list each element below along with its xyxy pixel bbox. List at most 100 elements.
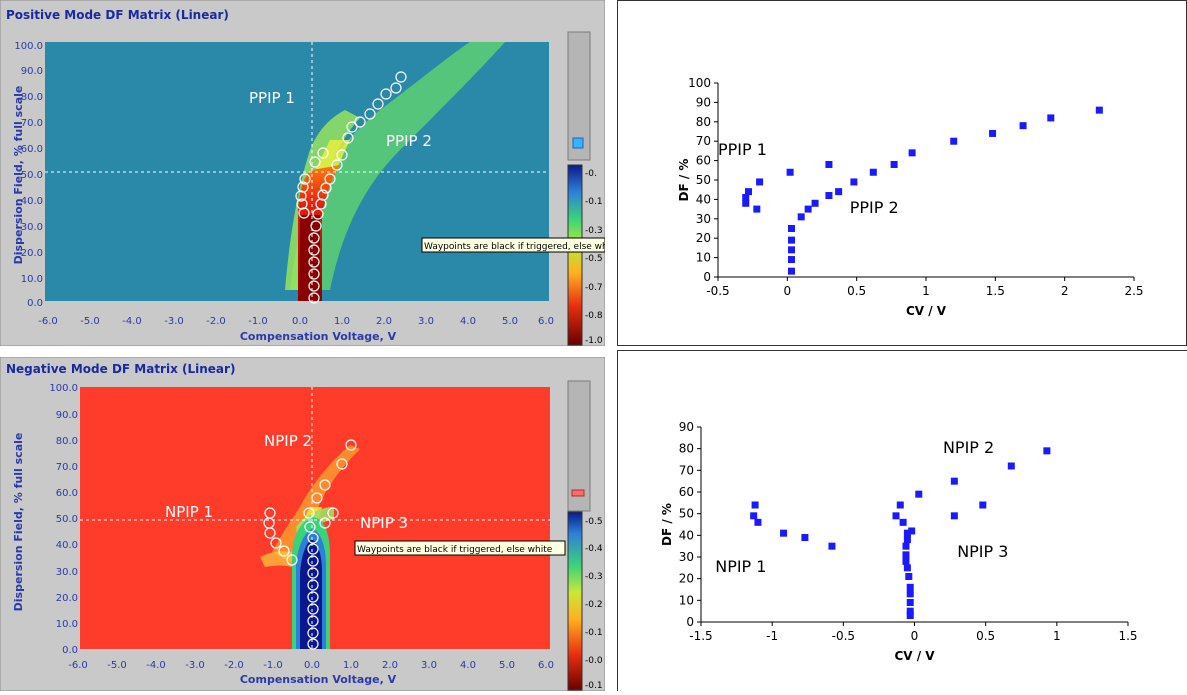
negative-tooltip: Waypoints are black if triggered, else w…	[354, 540, 566, 556]
svg-text:50.0: 50.0	[56, 514, 78, 525]
svg-text:-0.: -0.	[585, 169, 597, 179]
svg-text:40.0: 40.0	[56, 540, 78, 551]
scatter-point	[756, 178, 764, 186]
svg-text:-4.0: -4.0	[122, 316, 142, 327]
positive-mode-svg: Positive Mode DF Matrix (Linear) PPIP 1 …	[0, 0, 620, 347]
x-tick-label: -0.5	[832, 629, 855, 643]
svg-text:-0.5: -0.5	[585, 254, 603, 264]
negative-x-label: Compensation Voltage, V	[240, 673, 397, 686]
svg-text:-0.1: -0.1	[585, 628, 603, 638]
svg-text:0.0: 0.0	[292, 316, 308, 327]
scatter-point	[902, 542, 910, 550]
y-tick-label: 50	[679, 507, 694, 521]
x-tick-label: 2	[1061, 284, 1069, 298]
svg-text:-0.7: -0.7	[585, 283, 603, 293]
scatter-point	[825, 160, 833, 168]
y-axis-label: DF / %	[677, 159, 691, 202]
y-tick-label: 20	[679, 572, 694, 586]
positive-y-label: Dispersion Field, % full scale	[12, 86, 25, 265]
x-tick-label: 1	[922, 284, 930, 298]
negative-y-ticks: 100.0 90.0 80.0 70.0 60.0 50.0 40.0 30.0…	[49, 383, 78, 656]
y-tick-label: 90	[679, 420, 694, 434]
positive-slider[interactable]	[567, 31, 591, 161]
scatter-point	[896, 501, 904, 509]
x-tick-label: 0	[911, 629, 919, 643]
svg-text:-0.0: -0.0	[585, 656, 603, 666]
x-tick-label: -1	[766, 629, 778, 643]
svg-text:6.0: 6.0	[538, 316, 554, 327]
y-tick-label: 0	[686, 615, 694, 629]
y-tick-label: 60	[679, 485, 694, 499]
scatter-point	[903, 536, 911, 544]
svg-text:10.0: 10.0	[21, 274, 43, 285]
svg-text:80.0: 80.0	[21, 92, 43, 103]
negative-slider[interactable]	[567, 380, 591, 512]
scatter-point	[903, 529, 911, 537]
ppip1-label: PPIP 1	[249, 89, 295, 107]
scatter-point	[915, 490, 923, 498]
x-tick-label: 2.5	[1124, 284, 1143, 298]
annotation-label: PPIP 1	[718, 140, 767, 159]
svg-text:40.0: 40.0	[21, 196, 43, 207]
svg-text:-2.0: -2.0	[206, 316, 226, 327]
svg-text:-0.4: -0.4	[585, 544, 603, 554]
scatter-point	[906, 607, 914, 615]
scatter-point	[828, 542, 836, 550]
y-tick-label: 10	[696, 251, 711, 265]
svg-text:Waypoints are black if trigger: Waypoints are black if triggered, else w…	[357, 545, 553, 555]
positive-colorbar: -0. -0.1 -0.3 -0.5 -0.7 -0.8 -1.0	[567, 164, 603, 346]
svg-text:-1.0: -1.0	[248, 316, 268, 327]
svg-text:-3.0: -3.0	[164, 316, 184, 327]
negative-mode-panel: Negative Mode DF Matrix (Linear) NPIP 2 …	[0, 356, 606, 692]
y-tick-label: 70	[679, 463, 694, 477]
svg-text:-0.3: -0.3	[585, 226, 603, 236]
scatter-point	[742, 199, 750, 207]
npip1-label: NPIP 1	[165, 503, 213, 521]
scatter-point	[890, 160, 898, 168]
scatter-point	[950, 512, 958, 520]
svg-text:-0.1: -0.1	[585, 197, 603, 207]
scatter-point	[801, 534, 809, 541]
svg-text:50.0: 50.0	[21, 170, 43, 181]
svg-text:70.0: 70.0	[56, 462, 78, 473]
svg-text:-1.0: -1.0	[585, 336, 603, 346]
svg-text:20.0: 20.0	[56, 593, 78, 604]
y-tick-label: 80	[679, 442, 694, 456]
svg-text:1.0: 1.0	[343, 660, 359, 671]
negative-scatter-chart: 0 10 20 30 40 50 60 70 80 90 -1.5 -1 -0.5 0 0.5 1 1.5 CV …	[660, 420, 1138, 663]
scatter-point	[908, 527, 916, 535]
svg-text:-6.0: -6.0	[68, 660, 88, 671]
svg-text:4.0: 4.0	[460, 660, 476, 671]
scatter-point	[797, 213, 805, 221]
scatter-point	[906, 612, 914, 619]
scatter-point	[780, 529, 788, 537]
x-tick-label: 0.5	[847, 284, 866, 298]
annotation-label: NPIP 2	[943, 438, 994, 457]
x-tick-label: -1.5	[689, 629, 712, 643]
scatter-point	[750, 512, 758, 520]
svg-text:80.0: 80.0	[56, 436, 78, 447]
svg-text:2.0: 2.0	[382, 660, 398, 671]
scatter-point	[753, 205, 761, 213]
positive-scatter-panel: 0 10 20 30 40 50 60 70 80 90 100 -0.5 0 0.5 1 1.5 2 2.5 CV…	[617, 0, 1187, 346]
scatter-point	[751, 501, 759, 509]
scatter-point	[835, 188, 843, 196]
svg-text:-6.0: -6.0	[38, 316, 58, 327]
svg-text:-5.0: -5.0	[80, 316, 100, 327]
scatter-point	[742, 193, 750, 201]
svg-text:10.0: 10.0	[56, 619, 78, 630]
svg-text:60.0: 60.0	[56, 488, 78, 499]
scatter-point	[787, 256, 795, 264]
svg-text:0.0: 0.0	[304, 660, 320, 671]
scatter-point	[787, 267, 795, 275]
y-tick-label: 30	[696, 212, 711, 226]
scatter-point	[787, 236, 795, 244]
svg-text:-2.0: -2.0	[224, 660, 244, 671]
scatter-point	[811, 199, 819, 207]
y-tick-label: 100	[688, 76, 711, 90]
y-tick-label: 90	[696, 95, 711, 109]
svg-text:100.0: 100.0	[14, 41, 43, 52]
svg-text:30.0: 30.0	[21, 222, 43, 233]
svg-text:1.0: 1.0	[334, 316, 350, 327]
svg-text:-0.2: -0.2	[585, 600, 603, 610]
